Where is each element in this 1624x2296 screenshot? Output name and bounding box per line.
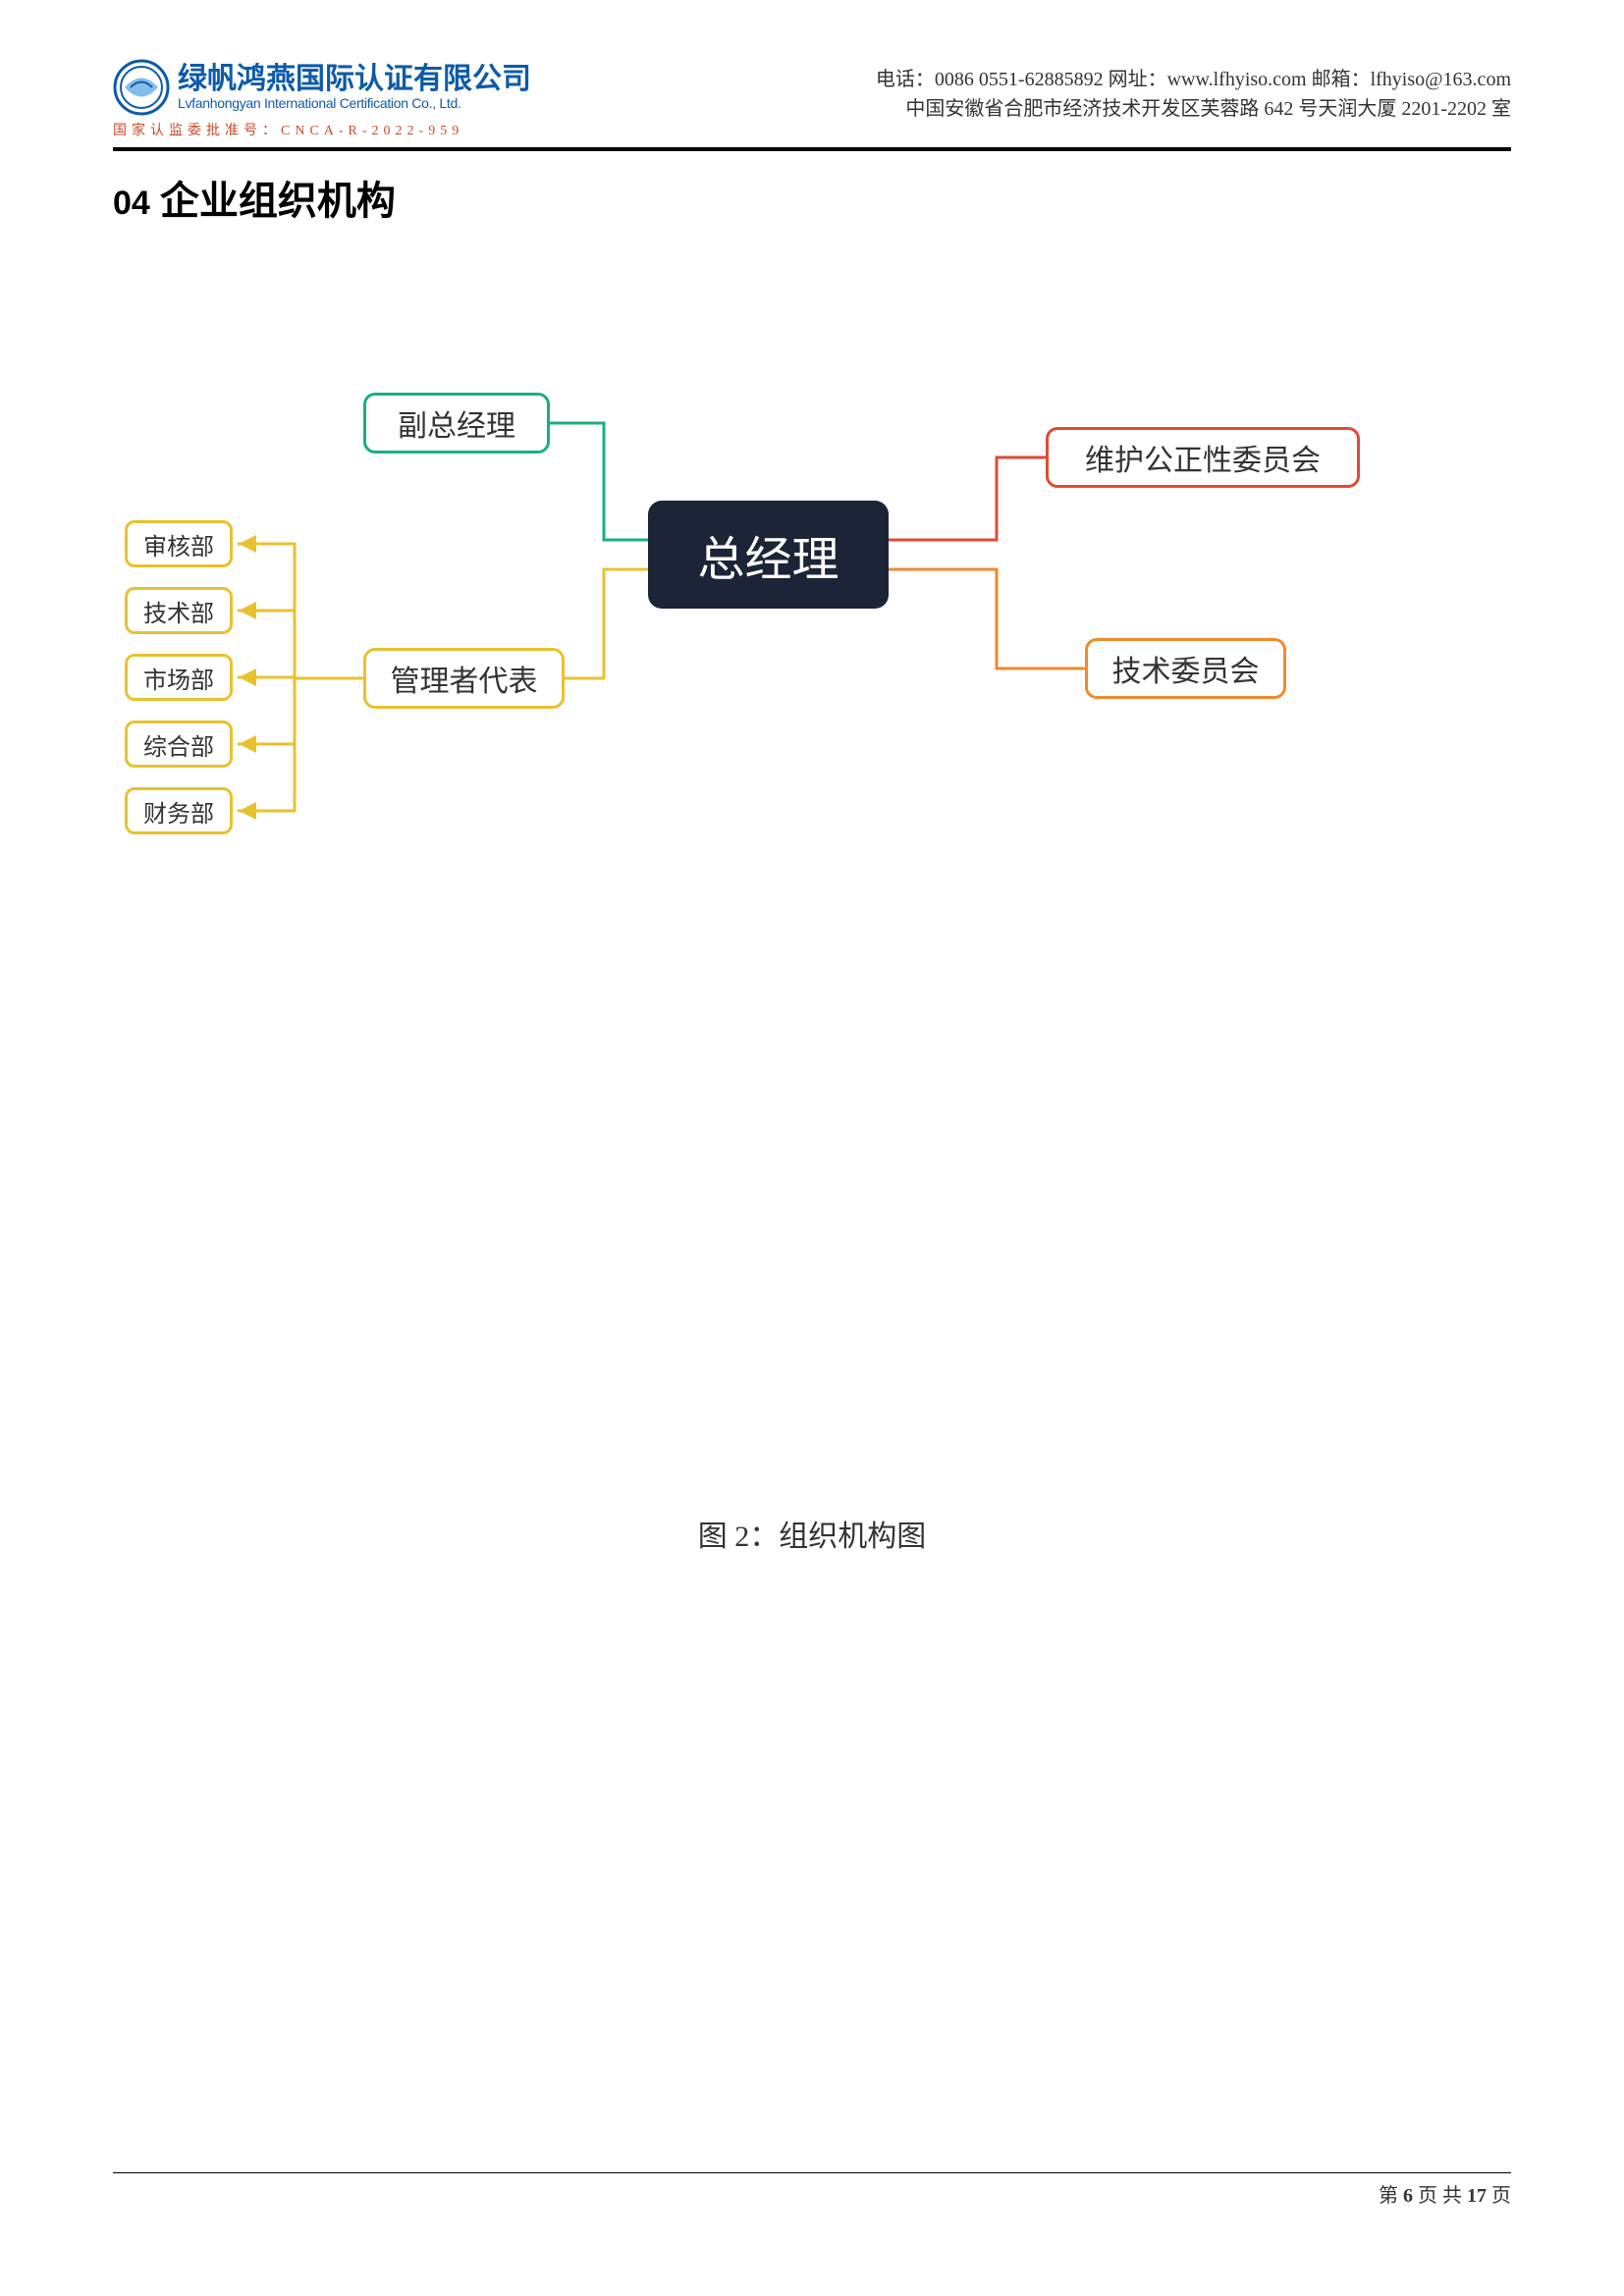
company-logo-icon: [113, 59, 170, 116]
approval-number: 国家认监委批准号：CNCA-R-2022-959: [113, 120, 531, 139]
org-chart-edge: [889, 457, 1046, 540]
org-node-d2: 技术部: [125, 587, 233, 634]
contact-info: 电话：0086 0551-62885892 网址：www.lfhyiso.com…: [876, 59, 1511, 124]
org-node-label: 副总经理: [398, 401, 515, 445]
footer-prefix: 第: [1379, 2185, 1403, 2207]
contact-line-1: 电话：0086 0551-62885892 网址：www.lfhyiso.com…: [876, 65, 1511, 94]
section-heading: 04 企业组织机构: [113, 169, 1511, 226]
figure-caption: 图 2：组织机构图: [0, 1512, 1624, 1555]
org-node-d4: 综合部: [125, 721, 233, 768]
org-chart-edge: [239, 678, 363, 744]
page-header: 绿帆鸿燕国际认证有限公司 Lvfanhongyan International …: [113, 59, 1511, 151]
section-number: 04: [113, 185, 150, 222]
org-node-label: 财务部: [143, 794, 214, 828]
footer-suffix: 页: [1487, 2185, 1511, 2207]
org-chart-edge: [239, 611, 363, 678]
org-node-center: 总经理: [648, 501, 889, 609]
org-node-tech_c: 技术委员会: [1085, 638, 1286, 699]
org-node-label: 市场部: [143, 661, 214, 695]
page-footer: 第 6 页 共 17 页: [113, 2172, 1511, 2208]
org-chart-edge: [550, 423, 648, 540]
org-node-label: 维护公正性委员会: [1085, 436, 1321, 479]
org-node-label: 总经理: [697, 520, 839, 589]
company-name-cn: 绿帆鸿燕国际认证有限公司: [178, 65, 531, 94]
org-node-d5: 财务部: [125, 787, 233, 834]
org-node-label: 审核部: [143, 527, 214, 561]
org-node-label: 技术委员会: [1112, 647, 1260, 690]
company-name-en: Lvfanhongyan International Certification…: [178, 96, 531, 110]
org-chart-edge: [239, 677, 363, 678]
section-title-text: 企业组织机构: [160, 180, 396, 223]
org-node-label: 综合部: [143, 727, 214, 762]
org-chart-edge: [565, 569, 648, 678]
org-chart: 总经理 副总经理维护公正性委员会技术委员会 管理者代表 审核部技术部市场部综合部财务部: [113, 344, 1511, 1011]
org-node-d1: 审核部: [125, 520, 233, 567]
org-node-label: 技术部: [143, 594, 214, 628]
org-chart-edge: [239, 544, 363, 678]
logo-block: 绿帆鸿燕国际认证有限公司 Lvfanhongyan International …: [113, 59, 531, 139]
footer-mid: 页 共: [1413, 2185, 1467, 2207]
org-node-fair: 维护公正性委员会: [1046, 427, 1360, 488]
org-chart-edge: [889, 569, 1085, 668]
contact-line-2: 中国安徽省合肥市经济技术开发区芙蓉路 642 号天润大厦 2201-2202 室: [876, 94, 1511, 124]
org-node-d3: 市场部: [125, 654, 233, 701]
org-node-deputy: 副总经理: [363, 393, 550, 454]
footer-page: 6: [1403, 2185, 1413, 2207]
org-node-mgr_rep: 管理者代表: [363, 648, 565, 709]
org-chart-edge: [239, 678, 363, 811]
org-node-label: 管理者代表: [391, 657, 538, 700]
footer-total: 17: [1467, 2185, 1487, 2207]
